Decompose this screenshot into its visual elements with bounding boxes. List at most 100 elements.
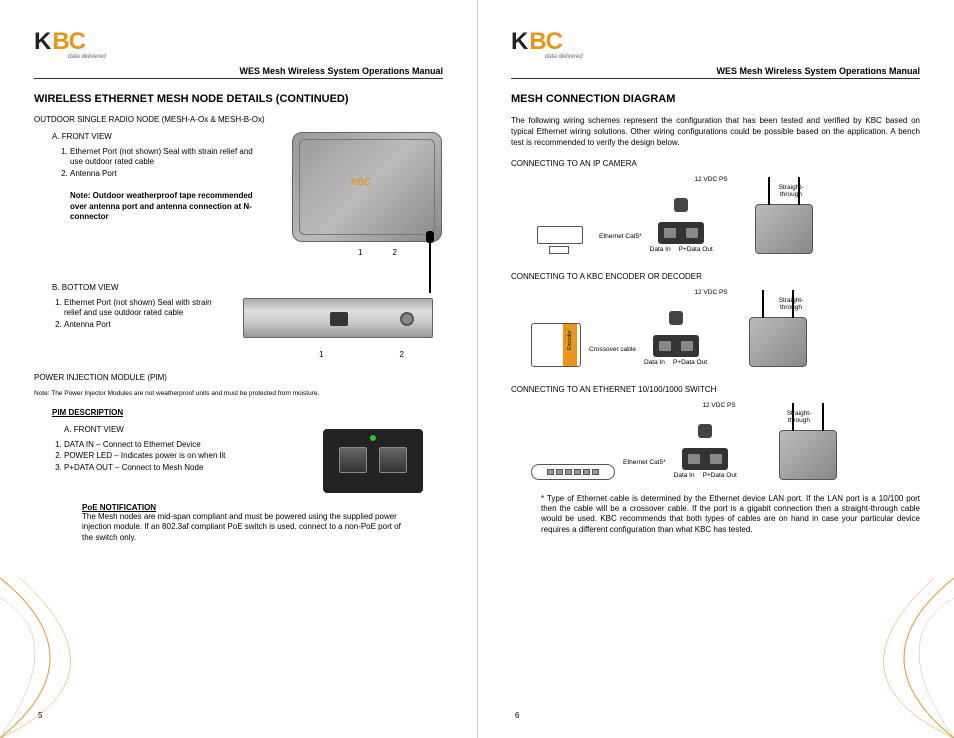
ethernet-port-icon (330, 312, 348, 326)
encoder-text: Encoder (567, 336, 573, 350)
diagram-ip-camera: 12 VDC PS Straight-through Ethernet Cat5… (511, 176, 920, 254)
camera-node (531, 226, 591, 254)
right-intro: The following wiring schemes represent t… (511, 115, 920, 149)
ps-icon (674, 198, 688, 212)
page-header: K BC data delivered WES Mesh Wireless Sy… (511, 28, 920, 79)
pim-a-label: A. FRONT VIEW (64, 425, 311, 434)
diagram-switch: 12 VDC PS Straight-through Ethernet Cat5… (511, 402, 920, 480)
callout: 1 (358, 248, 362, 257)
ps-icon (698, 424, 712, 438)
pdata-out-label: P+Data Out (703, 472, 737, 479)
list-item: DATA IN – Connect to Ethernet Device (64, 440, 311, 450)
d1-title: CONNECTING TO AN IP CAMERA (511, 159, 920, 168)
page-number: 5 (38, 711, 42, 720)
switch-icon (531, 464, 615, 480)
mesh-node-icon (755, 204, 813, 254)
pim-icon (682, 448, 728, 470)
front-view-row: A. FRONT VIEW Ethernet Port (not shown) … (34, 132, 443, 257)
power-led-icon (370, 435, 376, 441)
list-item: Antenna Port (70, 169, 260, 179)
logo-bc: BC (529, 28, 562, 56)
left-title: WIRELESS ETHERNET MESH NODE DETAILS (CON… (34, 93, 443, 105)
callout-numbers-2: 1 2 (319, 350, 443, 359)
ps-label: 12 VDC PS (699, 402, 739, 409)
pim-node: Data In P+Data Out (644, 311, 707, 366)
data-in-label: Data In (644, 359, 665, 366)
pim-node: Data In P+Data Out (650, 198, 713, 253)
pim-icon (658, 222, 704, 244)
straight-label: Straight-through (771, 297, 811, 311)
mesh-node-icon (779, 430, 837, 480)
ps-label: 12 VDC PS (691, 289, 731, 296)
pim-row: A. FRONT VIEW DATA IN – Connect to Ether… (34, 425, 443, 493)
pim-figure (323, 429, 423, 493)
a-items: Ethernet Port (not shown) Seal with stra… (70, 147, 260, 179)
device-bottom-figure (243, 298, 433, 338)
pim-heading: POWER INJECTION MODULE (PIM) (34, 373, 443, 382)
encoder-icon: Encoder (531, 323, 581, 367)
logo-tagline: data delivered (68, 54, 443, 60)
pim-note: Note: The Power Injector Modules are not… (34, 390, 443, 398)
pim-icon (653, 335, 699, 357)
logo: K BC (511, 28, 920, 56)
pim-node: Data In P+Data Out (674, 424, 737, 479)
weatherproof-note: Note: Outdoor weatherproof tape recommen… (70, 191, 260, 222)
ps-icon (669, 311, 683, 325)
antenna-port-icon (400, 312, 414, 326)
cable-label: Ethernet Cat5* (621, 459, 668, 466)
mesh-node (749, 317, 807, 367)
rj45-port-icon (339, 447, 367, 473)
page-right: K BC data delivered WES Mesh Wireless Sy… (477, 0, 954, 738)
poe-title: PoE NOTIFICATION (82, 503, 443, 512)
d2-title: CONNECTING TO A KBC ENCODER OR DECODER (511, 272, 920, 281)
bottom-view-row: Ethernet Port (not shown) Seal with stra… (34, 298, 443, 359)
callout: 2 (399, 350, 403, 359)
right-title: MESH CONNECTION DIAGRAM (511, 93, 920, 105)
logo-tagline: data delivered (545, 54, 920, 60)
diagram-encoder: 12 VDC PS Straight-through Encoder Cross… (511, 289, 920, 367)
left-subtitle: OUTDOOR SINGLE RADIO NODE (MESH-A-Ox & M… (34, 115, 443, 124)
antenna-icon (429, 237, 431, 293)
page-left: K BC data delivered WES Mesh Wireless Sy… (0, 0, 477, 738)
camera-icon (531, 226, 591, 254)
ps-label: 12 VDC PS (691, 176, 731, 183)
mesh-node-icon (749, 317, 807, 367)
page-header: K BC data delivered WES Mesh Wireless Sy… (34, 28, 443, 79)
straight-label: Straight-through (771, 184, 811, 198)
b-items: Ethernet Port (not shown) Seal with stra… (64, 298, 231, 330)
pdata-out-label: P+Data Out (679, 246, 713, 253)
mesh-node (779, 430, 837, 480)
straight-label: Straight-through (779, 410, 819, 424)
cable-label: Ethernet Cat5* (597, 233, 644, 240)
logo-k: K (34, 28, 50, 56)
mesh-node (755, 204, 813, 254)
callout: 1 (319, 350, 323, 359)
header-title: WES Mesh Wireless System Operations Manu… (511, 66, 920, 79)
device-front-figure: KBC (292, 132, 442, 242)
page-number: 6 (515, 711, 519, 720)
list-item: Ethernet Port (not shown) Seal with stra… (70, 147, 260, 168)
logo-k: K (511, 28, 527, 56)
d3-title: CONNECTING TO AN ETHERNET 10/100/1000 SW… (511, 385, 920, 394)
logo-bc: BC (52, 28, 85, 56)
list-item: Ethernet Port (not shown) Seal with stra… (64, 298, 231, 319)
list-item: Antenna Port (64, 320, 231, 330)
data-in-label: Data In (674, 472, 695, 479)
swoosh-decoration (0, 578, 200, 738)
header-title: WES Mesh Wireless System Operations Manu… (34, 66, 443, 79)
encoder-node: Encoder (531, 323, 581, 367)
swoosh-decoration (754, 578, 954, 738)
logo: K BC (34, 28, 443, 56)
list-item: P+DATA OUT – Connect to Mesh Node (64, 463, 311, 473)
callout: 2 (392, 248, 396, 257)
data-in-label: Data In (650, 246, 671, 253)
switch-node (531, 464, 615, 480)
a-front-label: A. FRONT VIEW (52, 132, 260, 141)
cable-footnote: * Type of Ethernet cable is determined b… (541, 494, 920, 536)
pdata-out-label: P+Data Out (673, 359, 707, 366)
b-bottom-label: B. BOTTOM VIEW (52, 283, 443, 292)
list-item: POWER LED – Indicates power is on when l… (64, 451, 311, 461)
pim-desc-title: PIM DESCRIPTION (52, 408, 443, 417)
rj45-port-icon (379, 447, 407, 473)
poe-body: The Mesh nodes are mid-span compliant an… (82, 512, 412, 543)
